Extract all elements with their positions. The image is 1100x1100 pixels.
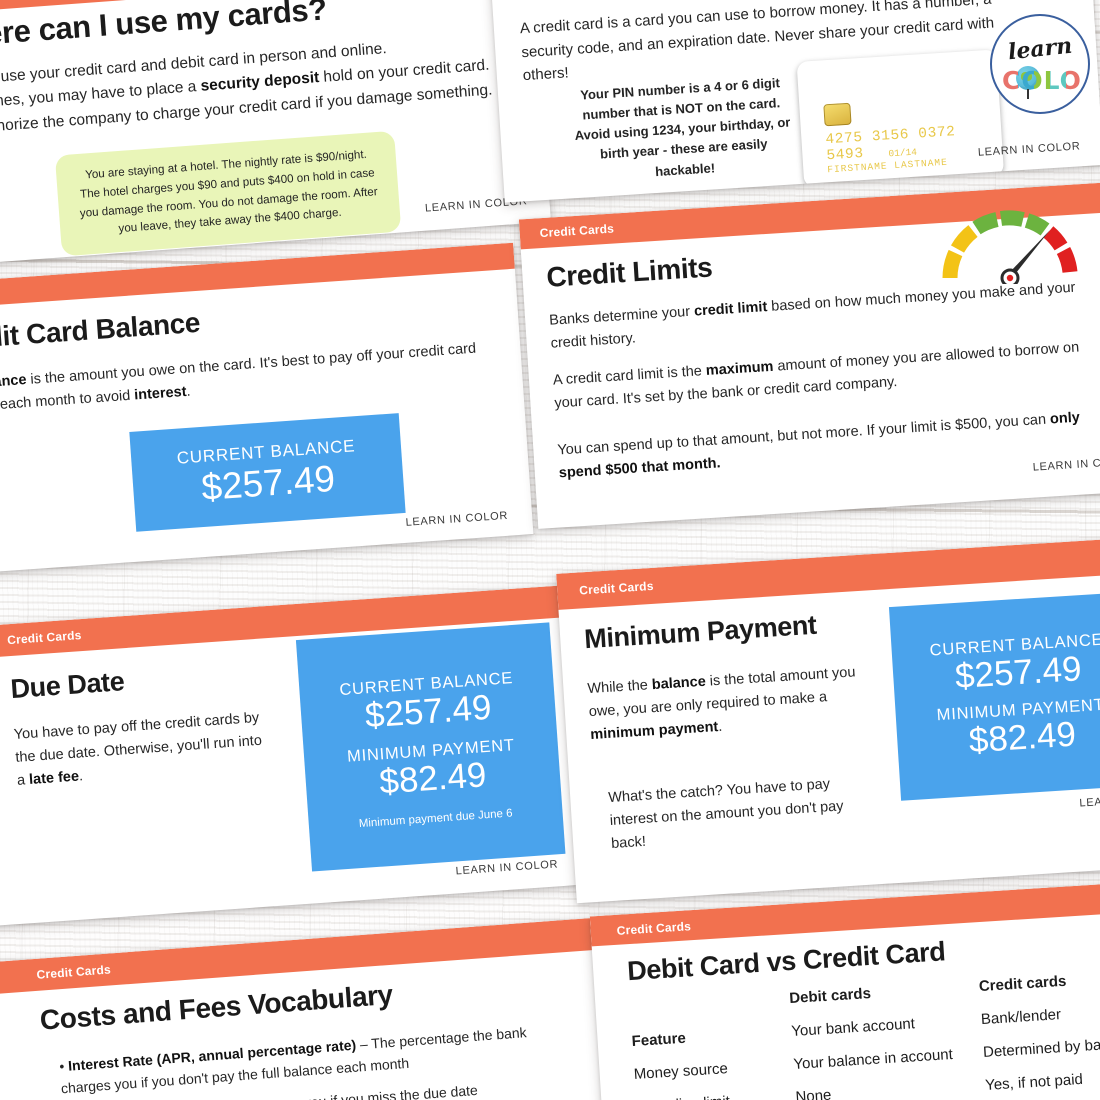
credit-card-expiry: 01/14 — [888, 146, 918, 160]
current-balance-callout: CURRENT BALANCE $257.49 — [129, 413, 406, 532]
table-row: Bank/lender — [980, 1006, 1062, 1029]
table-header-debit: Debit cards — [788, 985, 872, 1008]
table-header-credit: Credit cards — [978, 972, 1067, 996]
slide-body-3: You can spend up to that amount, but not… — [556, 409, 1081, 482]
table-row: None — [795, 1086, 832, 1100]
comparison-table: Feature Debit cards Credit cards Money s… — [629, 968, 1100, 1100]
table-row: Money source — [633, 1060, 729, 1084]
brand-logo[interactable]: learn COLOR — [990, 14, 1090, 114]
page-title: Due Date — [9, 666, 126, 705]
slide-body-2: What's the catch? You have to pay intere… — [607, 776, 844, 852]
slide-debit-vs-credit[interactable]: Credit Cards Debit Card vs Credit Card F… — [589, 880, 1100, 1100]
globe-icon — [1016, 66, 1040, 99]
slide-body-1: While the balance is the total amount yo… — [586, 664, 856, 743]
table-row: Determined by bank — [982, 1035, 1100, 1062]
slide-body: You have to pay off the credit cards by … — [13, 709, 263, 789]
balance-and-minimum-callout: CURRENT BALANCE $257.49 MINIMUM PAYMENT … — [295, 622, 566, 872]
slide-footer: LEARN IN COLOR — [455, 858, 559, 878]
credit-score-gauge-icon — [935, 198, 1085, 288]
slide-footer: LEARN IN COLOR — [405, 509, 509, 529]
emv-chip-icon — [823, 102, 852, 127]
table-row: Yes, if not paid — [984, 1070, 1084, 1094]
table-row: Spending limit — [635, 1089, 796, 1100]
slide-body: You can use your credit card and debit c… — [0, 40, 493, 139]
slide-due-date[interactable]: Credit Cards Due Date You have to pay of… — [0, 585, 584, 931]
table-row: Your balance in account — [792, 1045, 954, 1073]
page-title: Debit Card vs Credit Card — [626, 936, 947, 987]
credit-card-graphic: CREDIT CARD 4275 3156 0372 5493 01/14 FI… — [796, 49, 1005, 188]
slide-credit-card-balance[interactable]: Credit Cards Credit Card Balance The bal… — [0, 242, 534, 578]
slide-body: The balance is the amount you owe on the… — [0, 340, 477, 417]
slide-footer: LEARN IN COLOR — [1032, 455, 1100, 474]
table-row: Your bank account — [790, 1015, 916, 1041]
logo-script-text: learn — [1006, 32, 1074, 66]
due-date-note: Minimum payment due June 6 — [358, 807, 513, 830]
logo-color-text: COLOR — [1002, 66, 1088, 95]
page-title: Minimum Payment — [583, 609, 818, 655]
slide-minimum-payment[interactable]: Credit Cards Minimum Payment While the b… — [556, 538, 1100, 904]
page-title: Credit Card Balance — [0, 306, 201, 356]
slide-footer: LEARN — [1079, 794, 1100, 810]
page-title: Credit Limits — [545, 251, 714, 293]
table-header-feature: Feature — [631, 1029, 687, 1051]
page-title: Costs and Fees Vocabulary — [38, 978, 394, 1036]
balance-and-minimum-callout: CURRENT BALANCE $257.49 MINIMUM PAYMENT … — [888, 591, 1100, 801]
pin-callout: Your PIN number is a 4 or 6 digit number… — [574, 75, 791, 179]
